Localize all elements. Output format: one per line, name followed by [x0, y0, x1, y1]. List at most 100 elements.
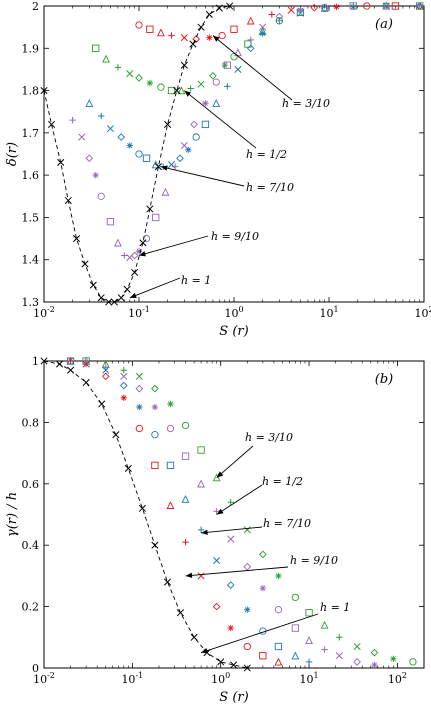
- data-point: [353, 658, 361, 666]
- annotation-label: h = 1/2: [246, 148, 287, 161]
- x-axis-label: S (r): [219, 690, 248, 705]
- data-point: [275, 572, 282, 580]
- y-tick-label: 1.4: [22, 254, 40, 267]
- data-point: [106, 218, 115, 226]
- data-point: [192, 35, 201, 43]
- data-point: [333, 3, 340, 11]
- data-point: [201, 120, 210, 129]
- data-point: [168, 32, 175, 39]
- data-point: [151, 541, 159, 549]
- data-point: [335, 652, 343, 660]
- annotation-label: h = 1: [181, 274, 211, 287]
- data-point: [85, 154, 94, 163]
- data-point: [135, 74, 143, 82]
- data-point: [82, 378, 90, 387]
- data-point: [287, 6, 295, 14]
- series-h-1: [40, 357, 251, 672]
- data-point: [320, 620, 329, 629]
- data-point: [291, 593, 300, 602]
- data-point: [212, 602, 221, 611]
- data-point: [226, 581, 235, 589]
- data-point: [72, 235, 81, 243]
- data-point: [161, 187, 170, 196]
- series-h-9-10: [67, 357, 283, 666]
- data-point: [135, 248, 143, 255]
- annotation-arrow: [201, 526, 263, 534]
- data-point: [275, 12, 284, 21]
- data-point: [291, 624, 300, 632]
- data-point: [223, 61, 231, 69]
- data-point: [182, 538, 189, 546]
- annotation-arrow: [185, 566, 289, 577]
- annotation-arrowhead: [185, 572, 193, 579]
- data-point: [146, 25, 154, 33]
- data-point: [244, 40, 252, 48]
- data-point: [102, 366, 110, 374]
- data-point: [40, 357, 48, 365]
- series-h-1-2: [66, 356, 378, 669]
- data-point: [40, 87, 48, 95]
- annotation-arrow: [184, 90, 257, 149]
- annotation-label: h = 7/10: [263, 517, 311, 530]
- data-point: [363, 2, 371, 10]
- panel-label: (b): [375, 372, 393, 387]
- data-point: [126, 70, 134, 78]
- data-point: [230, 53, 238, 61]
- data-point: [81, 260, 89, 268]
- y-tick-label: 1.9: [22, 42, 40, 55]
- data-point: [69, 116, 76, 124]
- data-point: [416, 2, 423, 10]
- series-h-3-10: [135, 1, 424, 43]
- data-point: [102, 54, 110, 63]
- data-point: [305, 636, 313, 645]
- data-point: [320, 3, 329, 12]
- y-tick-label: 1.8: [22, 85, 40, 98]
- data-point: [234, 65, 242, 73]
- data-point: [180, 141, 188, 150]
- x-tick-label: 101: [300, 671, 319, 686]
- data-point: [202, 100, 209, 107]
- data-point: [243, 664, 251, 672]
- data-point: [180, 61, 188, 69]
- data-point: [189, 40, 197, 48]
- data-point: [259, 30, 266, 37]
- data-point: [227, 624, 234, 632]
- data-point: [353, 642, 361, 651]
- data-point: [227, 535, 235, 543]
- annotation-arrow: [160, 166, 245, 187]
- data-point: [215, 4, 223, 12]
- y-tick-label: 0.6: [22, 478, 40, 491]
- data-point: [187, 85, 194, 92]
- data-point: [197, 479, 206, 488]
- data-point: [176, 609, 184, 617]
- data-point: [146, 205, 154, 213]
- x-axis-label: S (r): [219, 324, 248, 339]
- data-point: [244, 606, 251, 613]
- data-point: [131, 268, 139, 276]
- series-line: [43, 360, 248, 669]
- data-point: [246, 44, 255, 53]
- data-point: [259, 23, 267, 31]
- data-point: [106, 125, 114, 133]
- data-point: [185, 146, 192, 153]
- data-point: [305, 658, 313, 666]
- data-point: [135, 384, 144, 393]
- data-point: [382, 2, 390, 10]
- data-point: [218, 31, 226, 40]
- data-point: [213, 556, 221, 565]
- y-tick-label: 1.5: [22, 211, 40, 224]
- y-tick-label: 1.7: [22, 127, 40, 140]
- data-point: [181, 452, 190, 460]
- data-point: [126, 142, 133, 149]
- x-tick-label: 10-2: [33, 671, 55, 686]
- data-point: [382, 1, 391, 10]
- data-point: [321, 3, 329, 11]
- data-point: [67, 357, 74, 365]
- data-point: [139, 239, 147, 247]
- annotation-label: h = 3/10: [245, 431, 293, 444]
- data-point: [78, 133, 86, 141]
- data-point: [274, 606, 283, 614]
- data-point: [67, 366, 75, 374]
- y-tick-label: 2: [32, 0, 39, 13]
- data-point: [154, 163, 162, 171]
